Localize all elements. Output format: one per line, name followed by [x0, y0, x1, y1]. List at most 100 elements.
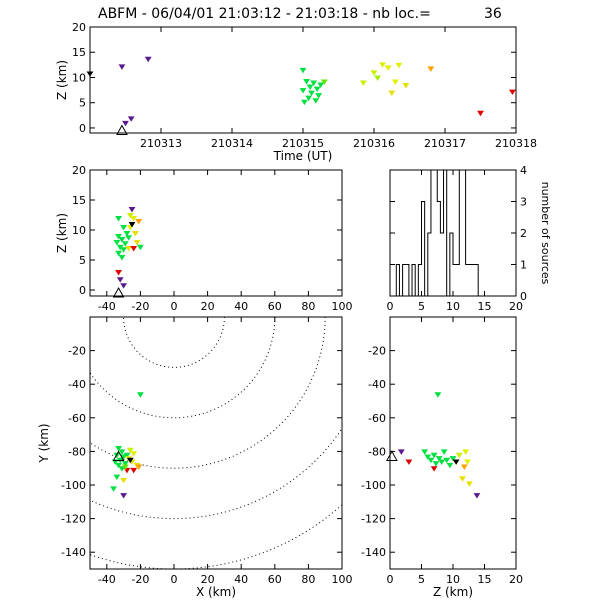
source-point: [388, 90, 396, 97]
panel-plan-view-xticks: -40 -20 0 20 40 60 80 100: [98, 317, 353, 586]
source-point: [110, 486, 117, 492]
panel-plan-view-frame: [89, 316, 343, 570]
source-point: [443, 457, 451, 464]
figure-title: ABFM - 06/04/01 21:03:12 - 21:03:18 - nb…: [98, 6, 431, 22]
y-tick-label: 10: [72, 224, 86, 237]
x-tick-label: 210317: [424, 137, 466, 150]
source-point: [123, 467, 131, 474]
source-point: [359, 80, 367, 86]
source-point: [462, 449, 470, 455]
source-point: [459, 476, 466, 482]
y-tick-label: -20: [68, 345, 86, 358]
panel-height-y-frame: [389, 316, 517, 570]
panel-height-y-yticks: -20 -40 -60 -80 -100 -120 -140: [361, 345, 516, 559]
x-tick-label: -20: [131, 300, 149, 313]
y-tick-label: -80: [368, 445, 386, 458]
source-point: [113, 474, 121, 481]
source-point: [446, 462, 454, 469]
panel-x-height-frame: [89, 169, 343, 297]
source-point: [115, 250, 122, 257]
y-tick-label: -20: [368, 345, 386, 358]
x-tick-label: 5: [418, 573, 425, 586]
source-point: [405, 459, 413, 465]
source-point: [86, 71, 94, 77]
source-point: [317, 82, 325, 88]
y-tick-label: -140: [361, 546, 386, 559]
panel-plan-view-rings: [90, 317, 342, 569]
source-point: [115, 234, 122, 240]
source-point: [391, 79, 399, 85]
x-tick-label: 0: [387, 573, 394, 586]
source-point: [430, 466, 438, 472]
source-point: [121, 241, 129, 247]
source-point: [115, 446, 122, 452]
panel-time-height-xticks: 210313 210314 210315 210316 210317 210318: [140, 27, 537, 150]
source-point: [477, 110, 484, 117]
y-tick-label: -140: [61, 546, 86, 559]
source-point: [120, 477, 128, 484]
y-tick-label: 15: [72, 194, 86, 207]
source-point: [379, 62, 386, 68]
source-point: [136, 392, 144, 398]
source-point: [121, 464, 129, 470]
source-point: [374, 75, 381, 81]
y-tick-label: -60: [368, 412, 386, 425]
x-tick-label: 100: [332, 573, 353, 586]
x-tick-label: 10: [446, 300, 460, 313]
range-ring: [90, 427, 342, 520]
panel-plan-view-yticks: -20 -40 -60 -80 -100 -120 -140: [61, 345, 342, 559]
x-tick-label: 80: [301, 300, 315, 313]
y-tick-label: 2: [520, 227, 527, 240]
source-point: [449, 456, 457, 462]
y-tick-label: 5: [79, 254, 86, 267]
panel-height-y-xlabel: Z (km): [433, 585, 473, 599]
station-marker: [386, 450, 398, 461]
source-point: [306, 84, 314, 91]
x-tick-label: 15: [478, 300, 492, 313]
source-point: [301, 99, 308, 106]
y-tick-label: -60: [68, 412, 86, 425]
source-point: [121, 461, 129, 467]
panel-plan-view: -40 -20 0 20 40 60 80 100 -20-40-60-80-100-120-…: [37, 316, 353, 599]
source-point: [135, 219, 143, 225]
x-tick-label: 80: [301, 573, 315, 586]
source-point: [305, 95, 313, 102]
source-point: [120, 247, 128, 253]
source-point: [427, 66, 435, 72]
source-point: [421, 449, 429, 455]
source-point: [384, 65, 392, 71]
y-tick-label: -100: [61, 479, 86, 492]
source-point: [427, 457, 435, 464]
source-point: [303, 79, 310, 85]
source-point: [135, 464, 143, 470]
x-tick-label: 20: [201, 300, 215, 313]
x-tick-label: 210315: [282, 137, 324, 150]
source-point: [312, 98, 320, 104]
source-point: [509, 89, 516, 96]
source-point: [118, 449, 126, 455]
source-point: [133, 240, 141, 246]
source-point: [115, 270, 122, 276]
panel-height-y-points: [386, 392, 481, 499]
y-tick-label: 5: [79, 97, 86, 110]
source-point: [455, 452, 463, 459]
x-tick-label: 0: [387, 300, 394, 313]
panel-height-y: 0 5 10 15 20 -20 -40 -60 -80 -100 -120 -140 Z (km): [361, 316, 523, 599]
x-tick-label: 10: [446, 573, 460, 586]
y-tick-label: 20: [72, 164, 86, 177]
source-point: [440, 449, 448, 455]
source-point: [430, 452, 438, 459]
x-tick-label: 20: [509, 573, 523, 586]
panel-plan-view-ylabel: Y (km): [37, 423, 51, 463]
y-tick-label: 1: [520, 259, 527, 272]
source-point: [299, 88, 307, 94]
x-tick-label: 20: [509, 300, 523, 313]
x-tick-label: 60: [268, 300, 282, 313]
y-tick-label: -40: [68, 378, 86, 391]
panel-x-height-ylabel: Z (km): [55, 213, 69, 253]
x-tick-label: 210313: [140, 137, 182, 150]
source-point: [118, 466, 126, 472]
source-point: [308, 90, 315, 97]
station-marker: [112, 286, 125, 298]
x-tick-label: 210314: [211, 137, 253, 150]
